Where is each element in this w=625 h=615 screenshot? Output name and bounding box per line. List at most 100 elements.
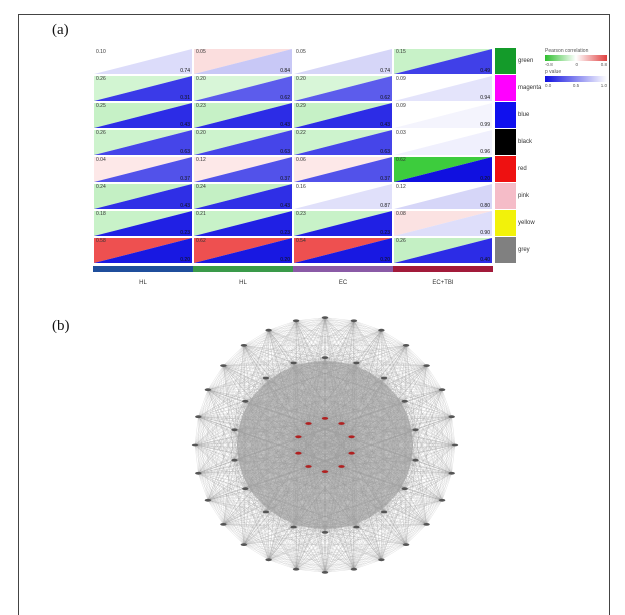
network-edge	[268, 526, 357, 560]
network-edge	[243, 544, 354, 570]
gene-node	[321, 531, 329, 534]
network-edge	[308, 362, 357, 424]
gene-node	[412, 458, 419, 462]
network-edge	[308, 466, 326, 472]
network-edge	[351, 453, 357, 528]
network-edge	[298, 436, 326, 533]
p-legend-title: p value	[545, 69, 562, 75]
network-edge	[324, 453, 352, 533]
cell-correlation-label: 0.12	[196, 157, 206, 163]
gene-node	[292, 319, 300, 323]
network-edge	[234, 436, 299, 461]
heatmap-cell: 0.25 0.43	[93, 102, 193, 129]
cell-pvalue-label: 0.99	[480, 122, 490, 128]
network-edge	[341, 423, 405, 489]
network-edge	[223, 345, 244, 366]
heatmap-cell: 0.08 0.90	[393, 210, 493, 237]
network-edge	[265, 345, 407, 513]
network-edge	[265, 436, 352, 513]
cell-correlation-label: 0.12	[396, 184, 406, 190]
network-edge	[296, 320, 357, 364]
heatmap-cell: 0.20 0.62	[193, 75, 293, 102]
network-edge	[245, 362, 294, 489]
network-edge	[234, 429, 385, 513]
network-edge	[207, 500, 244, 545]
cell-correlation-label: 0.10	[96, 49, 106, 55]
network-edge	[324, 389, 443, 419]
network-edge	[207, 500, 224, 525]
network-edge	[324, 532, 382, 560]
cell-pvalue-label: 0.80	[480, 203, 490, 209]
network-edge	[234, 429, 382, 560]
network-edge	[356, 362, 405, 489]
network-edge	[296, 320, 452, 417]
network-edge	[265, 377, 405, 402]
network-edge	[207, 362, 294, 390]
network-edge	[324, 357, 342, 467]
heatmap-cell: 0.12 0.80	[393, 183, 493, 210]
network-edge	[324, 471, 355, 570]
heatmap-cell: 0.20 0.62	[293, 75, 393, 102]
network-edge	[324, 526, 357, 533]
network-edge	[234, 418, 326, 430]
cell-pvalue-label: 0.87	[380, 203, 390, 209]
network-edge	[265, 453, 299, 513]
cell-correlation-label: 0.23	[296, 211, 306, 217]
cell-correlation-label: 0.62	[396, 157, 406, 163]
network-edge	[324, 418, 427, 525]
network-edge	[265, 320, 297, 379]
gene-node	[262, 510, 270, 514]
cell-correlation-label: 0.25	[96, 103, 106, 109]
module-color-block	[495, 48, 516, 74]
network-edge	[245, 320, 297, 489]
network-edge	[268, 330, 357, 364]
network-edge	[268, 559, 354, 570]
network-edge	[351, 377, 385, 454]
network-edge	[341, 401, 405, 424]
network-edge	[268, 330, 326, 358]
gene-node	[240, 543, 248, 546]
network-edge	[243, 511, 385, 545]
p-legend-ticks: 0.0 0.5 1.0	[545, 83, 607, 88]
network-edge	[207, 500, 269, 560]
network-edge	[298, 317, 326, 437]
cell-correlation-label: 0.23	[196, 103, 206, 109]
network-edge	[296, 569, 326, 573]
corr-legend-ticks: -0.8 0 0.8	[545, 62, 607, 67]
gene-node	[380, 510, 388, 514]
network-edge	[441, 416, 452, 501]
heatmap-cell: 0.05 0.84	[193, 48, 293, 75]
network-edge	[207, 389, 297, 570]
heatmap-legend: Pearson correlation -0.8 0 0.8 p value 0…	[545, 48, 607, 108]
network-edge	[245, 488, 326, 533]
gene-node	[412, 428, 419, 432]
module-color-block	[495, 102, 516, 128]
network-edge	[234, 423, 309, 430]
heatmap-cell: 0.26 0.63	[93, 129, 193, 156]
network-edge	[207, 317, 326, 390]
network-edge	[324, 471, 443, 501]
cell-pvalue-label: 0.63	[380, 149, 390, 155]
gene-node	[350, 319, 358, 323]
network-edge	[207, 365, 224, 390]
network-edge	[293, 362, 416, 461]
network-edge	[268, 330, 294, 528]
network-edge	[194, 345, 245, 446]
network-edge	[198, 416, 309, 424]
gene-node	[402, 543, 410, 546]
heatmap-cell: 0.10 0.74	[93, 48, 193, 75]
network-edge	[293, 466, 309, 528]
network-edge	[245, 401, 309, 467]
network-edge	[268, 330, 352, 454]
network-edge	[194, 416, 199, 446]
network-edge	[265, 511, 326, 533]
gene-node	[378, 328, 385, 332]
network-edge	[381, 330, 456, 446]
network-edge	[296, 488, 405, 570]
network-edge	[198, 416, 294, 528]
network-edge	[298, 453, 405, 489]
network-edge	[265, 362, 294, 513]
network-edge	[234, 377, 267, 461]
gene-node	[423, 364, 430, 367]
condition-bar	[293, 266, 393, 272]
